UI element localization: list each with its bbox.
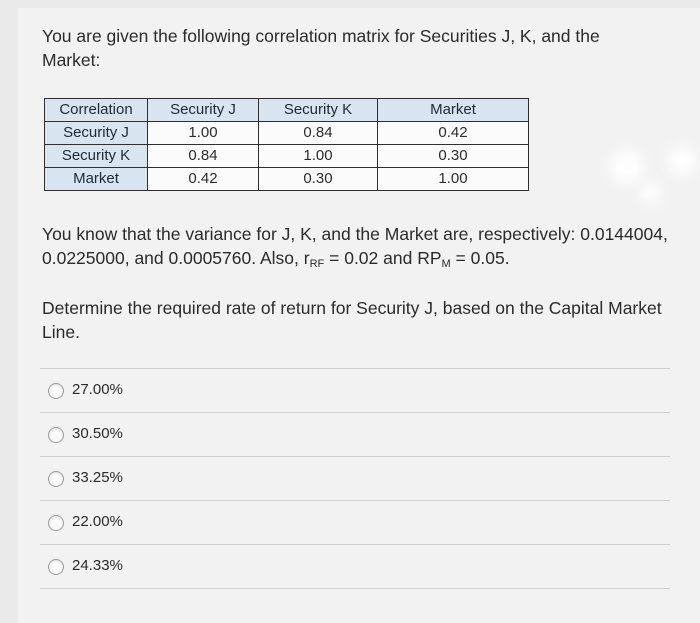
answer-option[interactable]: 30.50%: [40, 412, 670, 456]
rpm-value: = 0.05.: [450, 248, 510, 268]
question-intro: You are given the following correlation …: [42, 26, 600, 70]
screen-glare: [640, 182, 662, 204]
rf-value: = 0.02 and RP: [324, 248, 442, 268]
radio-button[interactable]: [48, 471, 64, 487]
matrix-header-row: Correlation Security J Security K Market: [44, 98, 529, 122]
matrix-row-security-k: Security K 0.84 1.00 0.30: [44, 144, 529, 168]
info-text: You know that the variance for J, K, and…: [42, 224, 668, 268]
screen-glare: [610, 150, 644, 184]
matrix-row-market: Market 0.42 0.30 1.00: [44, 167, 529, 191]
option-label: 30.50%: [72, 425, 123, 442]
header-market: Market: [377, 98, 529, 122]
cell: 0.42: [147, 167, 259, 191]
rf-subscript: RF: [309, 258, 325, 270]
row-label: Security J: [44, 121, 148, 145]
header-security-k: Security K: [258, 98, 378, 122]
row-label: Security K: [44, 144, 148, 168]
option-label: 24.33%: [72, 557, 123, 574]
option-label: 33.25%: [72, 469, 123, 486]
screen-glare: [668, 146, 696, 176]
question-info: You know that the variance for J, K, and…: [42, 222, 692, 276]
question-prompt: Determine the required rate of return fo…: [42, 298, 662, 342]
radio-button[interactable]: [48, 559, 64, 575]
header-security-j: Security J: [147, 98, 259, 122]
cell: 1.00: [258, 144, 378, 168]
radio-button[interactable]: [48, 427, 64, 443]
cell: 0.84: [147, 144, 259, 168]
cell: 0.84: [258, 121, 378, 145]
correlation-matrix: Correlation Security J Security K Market…: [44, 98, 529, 191]
option-label: 22.00%: [72, 513, 123, 530]
cell: 1.00: [147, 121, 259, 145]
answer-option[interactable]: 27.00%: [40, 368, 670, 412]
radio-button[interactable]: [48, 383, 64, 399]
cell: 0.42: [377, 121, 529, 145]
option-label: 27.00%: [72, 381, 123, 398]
answer-option[interactable]: 33.25%: [40, 456, 670, 500]
matrix-row-security-j: Security J 1.00 0.84 0.42: [44, 121, 529, 145]
header-correlation: Correlation: [44, 98, 148, 122]
cell: 0.30: [258, 167, 378, 191]
radio-button[interactable]: [48, 515, 64, 531]
cell: 0.30: [377, 144, 529, 168]
answer-option[interactable]: 24.33%: [40, 544, 670, 589]
answer-options: 27.00% 30.50% 33.25% 22.00% 24.33%: [40, 368, 670, 589]
cell: 1.00: [377, 167, 529, 191]
answer-option[interactable]: 22.00%: [40, 500, 670, 544]
rpm-subscript: M: [441, 258, 451, 270]
row-label: Market: [44, 167, 148, 191]
